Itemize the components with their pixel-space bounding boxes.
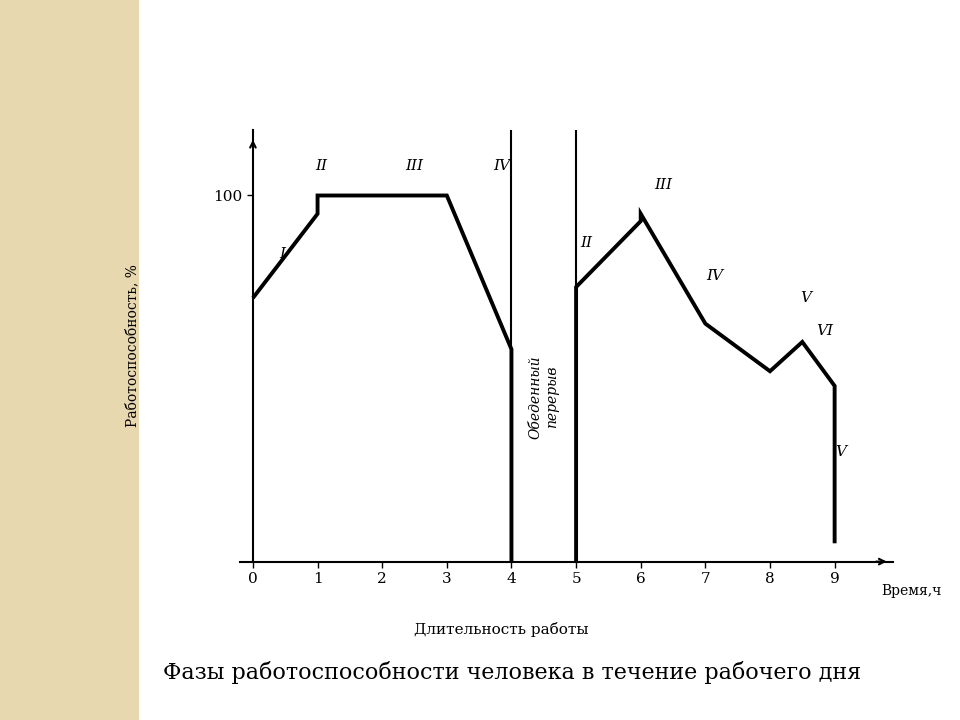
Text: III: III: [405, 159, 423, 174]
Text: II: II: [315, 159, 326, 174]
Text: I: I: [279, 247, 285, 261]
Text: IV: IV: [707, 269, 724, 283]
Text: Обеденный
перерыв: Обеденный перерыв: [529, 355, 559, 438]
Text: III: III: [655, 178, 672, 192]
Text: II: II: [580, 236, 591, 250]
Text: VI: VI: [816, 324, 833, 338]
Text: Время,ч: Время,ч: [881, 584, 942, 598]
Text: Фазы работоспособности человека в течение рабочего дня: Фазы работоспособности человека в течени…: [163, 661, 861, 684]
Text: Работоспособность, %: Работоспособность, %: [126, 264, 139, 427]
Text: V: V: [835, 445, 847, 459]
Text: Длительность работы: Длительность работы: [414, 622, 588, 637]
Text: IV: IV: [493, 159, 511, 174]
Text: V: V: [800, 291, 811, 305]
